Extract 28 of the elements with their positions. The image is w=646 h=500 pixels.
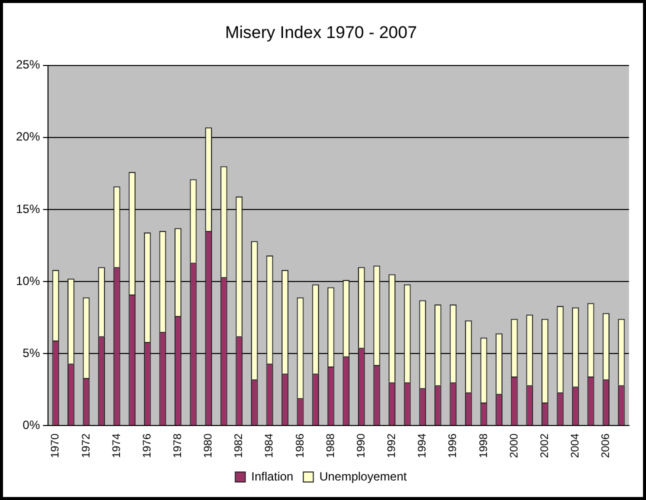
y-tick-label: 0% — [22, 418, 40, 432]
y-tick-label: 5% — [22, 346, 40, 360]
x-tick-label: 1976 — [141, 434, 154, 458]
y-tick-label: 15% — [16, 202, 40, 216]
x-tick-label: 1970 — [50, 434, 62, 458]
legend-label: Inflation — [251, 469, 294, 484]
x-tick-label: 1990 — [355, 434, 368, 458]
x-tick-label: 1996 — [447, 434, 460, 458]
x-tick-label: 2002 — [538, 434, 551, 458]
x-tick-label: 2004 — [570, 434, 582, 458]
y-tick-label: 20% — [16, 130, 40, 144]
x-tick-label: 1978 — [172, 434, 184, 458]
legend-label: Unemployement — [319, 469, 408, 484]
chart-title: Misery Index 1970 - 2007 — [225, 22, 417, 42]
x-tick-label: 2000 — [508, 434, 520, 458]
x-tick-label: 2006 — [600, 434, 612, 458]
x-tick-label: 1986 — [294, 434, 306, 458]
x-tick-label: 1992 — [386, 434, 398, 458]
x-tick-label: 1984 — [264, 434, 276, 458]
y-tick-label: 25% — [16, 58, 40, 72]
x-tick-label: 1998 — [478, 434, 490, 458]
x-tick-label: 1982 — [233, 434, 246, 458]
x-tick-label: 1988 — [324, 434, 337, 458]
x-tick-label: 1980 — [202, 434, 215, 458]
x-tick-label: 1994 — [416, 434, 429, 458]
x-tick-label: 1972 — [80, 434, 92, 458]
x-tick-label: 1974 — [110, 434, 123, 458]
y-tick-label: 10% — [16, 274, 40, 288]
